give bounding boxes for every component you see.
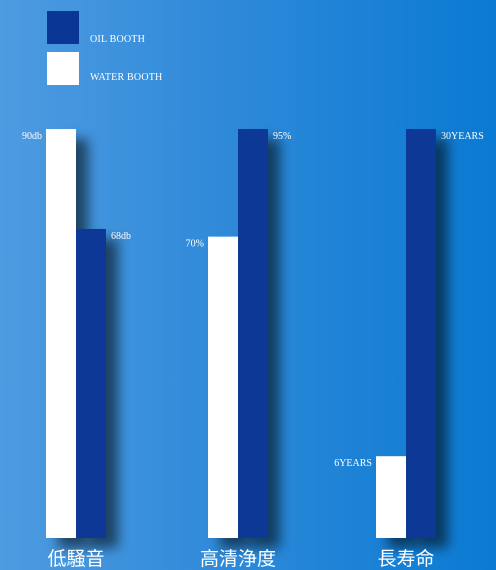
category-label-0: 低騒音 [47,548,104,570]
bar-water-2 [376,456,406,538]
data-label-water-2: 6YEARS [334,458,372,469]
legend-label-water: WATER BOOTH [90,72,163,83]
bar-oil-1 [238,129,268,538]
data-label-oil-1: 95% [273,131,291,142]
bar-oil-0 [76,228,106,538]
data-label-water-0: 90db [22,131,42,142]
data-label-oil-0: 68db [111,231,131,242]
legend-swatch-oil [47,11,79,44]
legend-label-oil: OIL BOOTH [90,34,146,45]
category-label-1: 高清浄度 [200,548,276,570]
bar-water-0 [46,129,76,538]
data-label-water-1: 70% [186,239,204,250]
category-label-2: 長寿命 [377,548,434,570]
data-label-oil-2: 30YEARS [441,131,484,142]
bar-oil-2 [406,129,436,538]
bar-water-1 [208,236,238,538]
legend-swatch-water [47,52,79,85]
